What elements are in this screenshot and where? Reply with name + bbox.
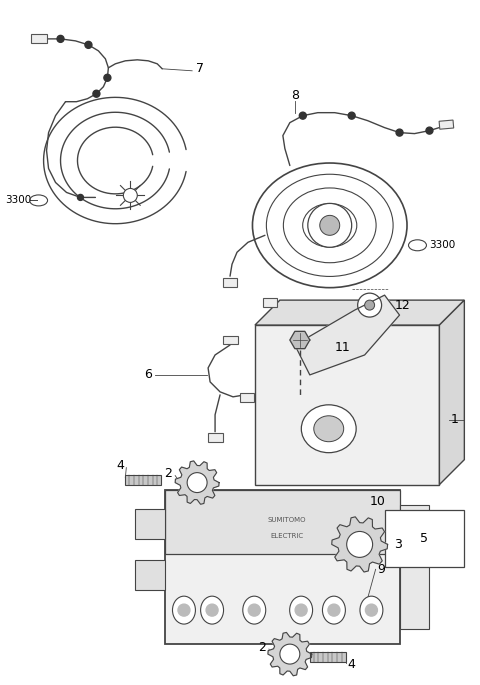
Circle shape xyxy=(248,604,260,616)
Circle shape xyxy=(85,41,92,49)
Circle shape xyxy=(320,215,340,236)
Text: 2: 2 xyxy=(258,640,266,653)
Polygon shape xyxy=(175,461,219,504)
Circle shape xyxy=(300,112,306,119)
Text: 9: 9 xyxy=(378,563,385,576)
Circle shape xyxy=(365,604,377,616)
Text: 1: 1 xyxy=(450,413,458,426)
Circle shape xyxy=(308,203,352,247)
Circle shape xyxy=(187,473,207,493)
Circle shape xyxy=(104,74,111,82)
Ellipse shape xyxy=(172,596,195,624)
Bar xyxy=(207,433,223,443)
Circle shape xyxy=(178,604,190,616)
Text: 10: 10 xyxy=(370,495,385,508)
Polygon shape xyxy=(439,300,464,484)
Text: 2: 2 xyxy=(164,467,172,480)
Text: 5: 5 xyxy=(420,532,429,545)
Bar xyxy=(165,490,399,644)
Bar xyxy=(310,652,346,662)
Bar xyxy=(399,505,430,629)
Circle shape xyxy=(358,293,382,317)
Circle shape xyxy=(123,188,137,202)
Circle shape xyxy=(206,604,218,616)
Circle shape xyxy=(426,127,433,134)
Polygon shape xyxy=(332,517,387,572)
Text: 3300: 3300 xyxy=(5,195,32,206)
Text: ELECTRIC: ELECTRIC xyxy=(271,533,304,539)
Text: 3300: 3300 xyxy=(430,240,456,250)
Circle shape xyxy=(328,604,340,616)
Ellipse shape xyxy=(360,596,383,624)
Polygon shape xyxy=(255,300,464,325)
Text: 3: 3 xyxy=(395,538,402,551)
Ellipse shape xyxy=(301,405,356,453)
Text: 12: 12 xyxy=(395,299,410,312)
Bar xyxy=(31,34,47,43)
Text: 7: 7 xyxy=(196,62,204,75)
Ellipse shape xyxy=(323,596,346,624)
Circle shape xyxy=(396,129,403,136)
Circle shape xyxy=(280,644,300,664)
Bar xyxy=(135,509,165,538)
Circle shape xyxy=(57,36,64,42)
Bar xyxy=(263,297,277,307)
Text: 11: 11 xyxy=(335,342,350,354)
Text: SUMITOMO: SUMITOMO xyxy=(268,517,306,523)
Circle shape xyxy=(77,195,84,201)
Circle shape xyxy=(365,300,374,310)
Ellipse shape xyxy=(314,416,344,442)
Bar xyxy=(165,490,399,554)
Polygon shape xyxy=(295,295,399,375)
Circle shape xyxy=(348,112,355,119)
Polygon shape xyxy=(290,332,310,349)
Ellipse shape xyxy=(201,596,224,624)
Bar xyxy=(240,393,254,402)
Bar xyxy=(439,120,454,129)
Bar xyxy=(135,560,165,590)
Circle shape xyxy=(295,604,307,616)
Circle shape xyxy=(347,532,372,558)
Text: 4: 4 xyxy=(348,658,356,671)
Ellipse shape xyxy=(289,596,312,624)
Circle shape xyxy=(93,90,100,97)
Bar xyxy=(223,336,238,345)
Ellipse shape xyxy=(243,596,266,624)
Polygon shape xyxy=(255,325,439,484)
Bar xyxy=(223,277,237,286)
Text: 8: 8 xyxy=(291,89,299,102)
Bar xyxy=(125,475,161,484)
Ellipse shape xyxy=(252,163,407,288)
Text: 6: 6 xyxy=(144,369,152,382)
Polygon shape xyxy=(268,632,312,676)
Bar xyxy=(384,510,464,567)
Text: 4: 4 xyxy=(117,459,124,472)
